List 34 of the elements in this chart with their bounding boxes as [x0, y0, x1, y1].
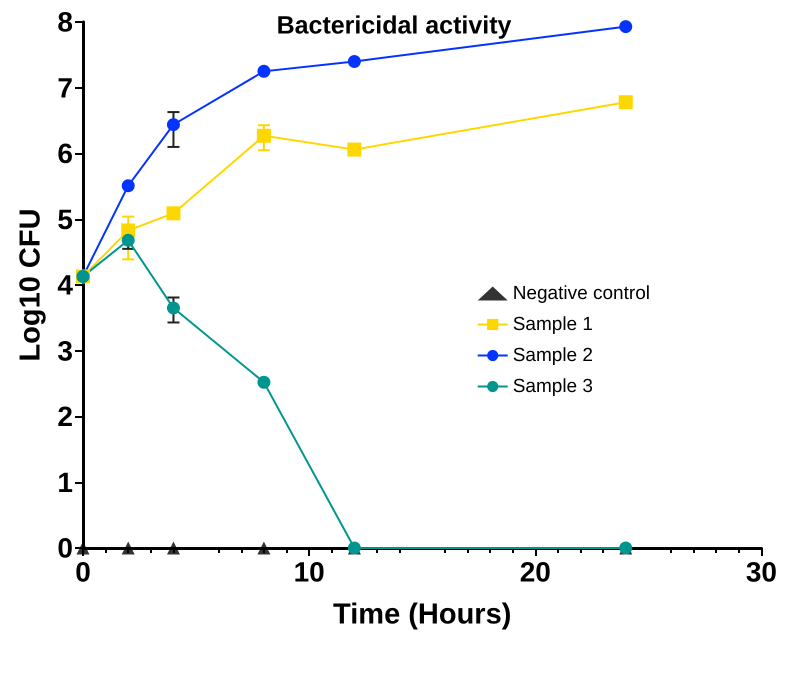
x-tick-label: 20 — [520, 556, 551, 588]
y-tick-label: 8 — [57, 6, 73, 38]
point — [257, 64, 270, 78]
chart-title: Bactericidal activity — [276, 12, 512, 40]
point — [166, 118, 180, 132]
point — [166, 542, 180, 554]
y-tick-label: 7 — [57, 72, 73, 104]
point — [618, 95, 633, 110]
point — [619, 20, 632, 34]
legend-label: Sample 3 — [512, 376, 593, 397]
x-tick-label: 30 — [746, 556, 778, 588]
y-axis-title: Log10 CFU — [14, 208, 46, 362]
point — [348, 54, 361, 68]
y-tick-label: 4 — [57, 270, 74, 300]
point — [166, 302, 180, 315]
y-tick-label: 6 — [57, 138, 73, 169]
legend-label: Negative control — [512, 283, 650, 304]
y-tick-label: 3 — [57, 335, 73, 366]
point — [122, 179, 135, 192]
x-tick-label: 10 — [294, 556, 325, 588]
point — [347, 142, 362, 157]
point — [257, 376, 270, 389]
y-tick-label: 5 — [57, 204, 73, 235]
point — [166, 206, 180, 220]
point — [122, 234, 135, 247]
x-axis-title: Time (Hours) — [333, 598, 512, 630]
y-tick-label: 0 — [57, 532, 73, 564]
point — [122, 542, 135, 554]
legend-label: Sample 1 — [512, 314, 593, 335]
point — [256, 128, 271, 143]
point — [257, 542, 270, 554]
legend-label: Sample 2 — [512, 345, 593, 366]
y-tick-label: 2 — [57, 401, 73, 432]
y-tick-label: 1 — [57, 466, 73, 498]
